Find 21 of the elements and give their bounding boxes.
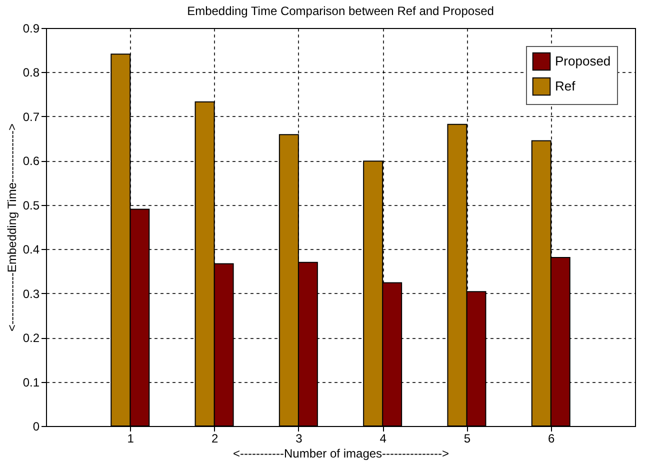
x-tick-label: 2 [211, 432, 218, 446]
y-tick-label: 0.3 [22, 286, 40, 301]
chart-title: Embedding Time Comparison between Ref and Proposed [187, 4, 494, 18]
y-tick-label: 0.2 [22, 331, 40, 346]
y-tick-label: 0.1 [22, 375, 40, 390]
x-tick-label: 5 [464, 432, 471, 446]
y-tick-label: 0.8 [22, 66, 40, 80]
legend-label: Ref [555, 78, 576, 94]
y-tick-label: 0.7 [22, 110, 40, 124]
x-tick-label: 4 [380, 432, 387, 446]
y-axis-title: <-------------Embedding Time-------------> [4, 124, 19, 332]
y-tick-label: 0.4 [22, 242, 40, 257]
y-tick-label: 0.5 [22, 198, 40, 212]
y-tick-label: 0.9 [22, 22, 40, 36]
x-tick-label: 6 [548, 432, 556, 446]
y-tick-label: 0 [32, 420, 40, 434]
legend-label: Proposed [555, 54, 611, 68]
x-tick-label: 3 [296, 432, 303, 446]
y-tick-label: 0.6 [22, 154, 40, 168]
x-tick-label: 1 [127, 432, 134, 446]
x-axis-title: <-----------Number of images---------------> [233, 446, 449, 460]
